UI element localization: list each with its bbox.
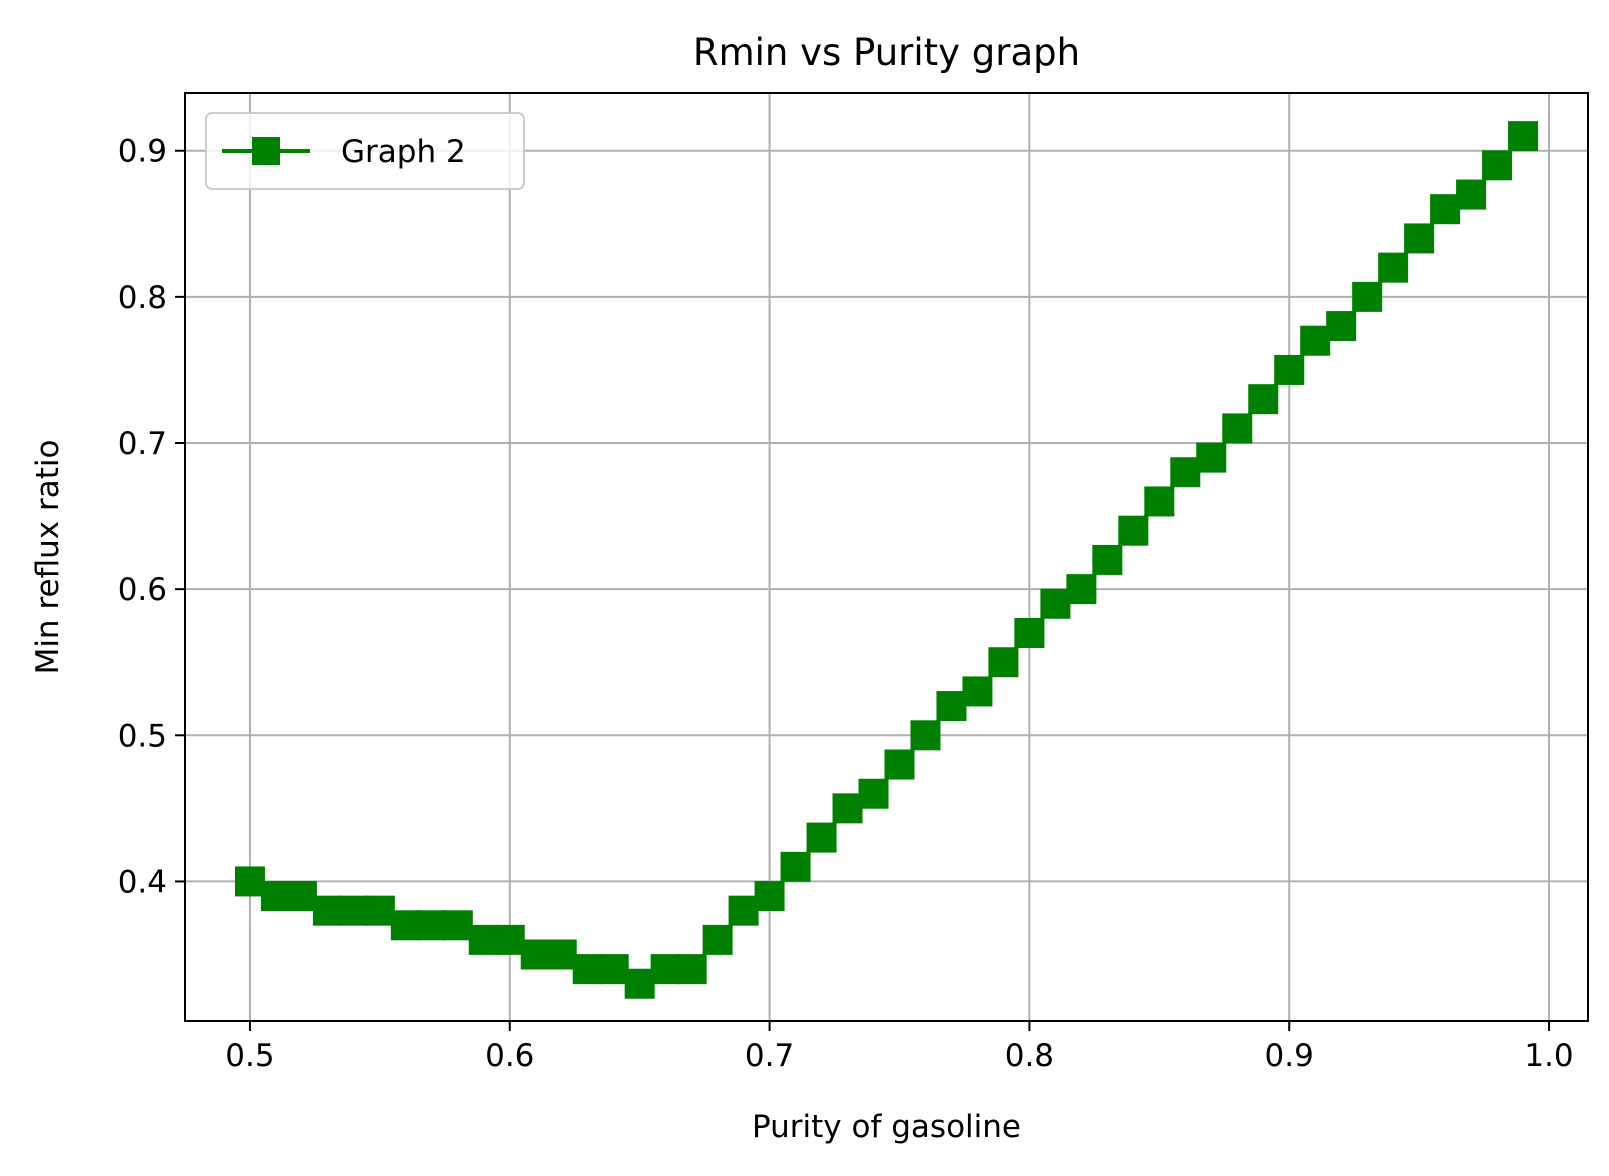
y-tick-label: 0.6 [118,572,167,608]
data-point-marker [546,939,577,970]
axis-ticks: 0.5 0.6 0.7 0.8 0.9 1.0 0.4 0.5 0.6 0.7 0.8 0.9 [118,134,1574,1074]
data-point-marker [676,954,707,985]
y-tick-label: 0.8 [118,280,167,316]
data-point-marker [1196,442,1227,473]
data-point-marker [260,881,291,912]
data-point-marker [1326,311,1357,342]
data-point-marker [858,778,889,809]
legend-marker-square [252,137,280,165]
data-point-marker [1300,325,1331,356]
series-layer [234,121,1539,999]
data-point-marker [988,647,1019,678]
data-point-marker [598,954,629,985]
data-point-marker [650,954,681,985]
data-point-marker [1248,384,1279,415]
data-point-marker [1170,457,1201,488]
legend-entry-label: Graph 2 [341,134,466,170]
data-point-marker [1430,194,1461,225]
data-point-marker [1352,281,1383,312]
data-point-marker [1274,354,1305,385]
data-point-marker [780,851,811,882]
data-point-marker [754,881,785,912]
data-point-marker [1222,413,1253,444]
data-point-marker [1404,223,1435,254]
legend-box [205,112,525,190]
data-point-marker [910,720,941,751]
data-point-marker [1378,252,1409,283]
y-tick-label: 0.7 [118,426,167,462]
x-tick-label: 0.5 [225,1038,274,1074]
data-point-marker [1144,486,1175,517]
data-point-marker [624,968,655,999]
x-axis-label: Purity of gasoline [752,1109,1021,1145]
data-point-marker [416,910,447,941]
data-point-marker [286,881,317,912]
data-point-marker [338,895,369,926]
data-point-marker [1482,150,1513,181]
y-tick-label: 0.4 [118,864,167,900]
x-tick-label: 0.9 [1265,1038,1314,1074]
legend: Graph 2 [205,112,525,190]
x-tick-label: 0.6 [485,1038,534,1074]
data-point-marker [936,691,967,722]
plot-frame [184,92,1589,1022]
data-point-marker [1508,121,1539,152]
data-point-marker [468,924,499,955]
data-point-marker [442,910,473,941]
x-tick-label: 1.0 [1524,1038,1573,1074]
data-point-marker [494,924,525,955]
x-tick-label: 0.7 [745,1038,794,1074]
data-point-marker [1040,588,1071,619]
x-tick-label: 0.8 [1005,1038,1054,1074]
data-point-marker [1066,574,1097,605]
data-point-marker [806,822,837,853]
y-tick-label: 0.5 [118,718,167,754]
data-point-marker [572,954,603,985]
data-point-marker [1456,179,1487,210]
y-axis-label: Min reflux ratio [30,440,66,675]
data-point-marker [520,939,551,970]
chart-title: Rmin vs Purity graph [693,31,1080,74]
data-point-marker [234,866,265,897]
data-point-marker [702,924,733,955]
y-tick-label: 0.9 [118,134,167,170]
data-point-marker [390,910,421,941]
data-point-marker [1118,515,1149,546]
data-point-marker [832,793,863,824]
data-point-marker [962,676,993,707]
data-point-marker [312,895,343,926]
data-point-marker [728,895,759,926]
data-point-marker [1092,544,1123,575]
data-point-marker [1014,617,1045,648]
data-point-marker [364,895,395,926]
data-point-marker [884,749,915,780]
